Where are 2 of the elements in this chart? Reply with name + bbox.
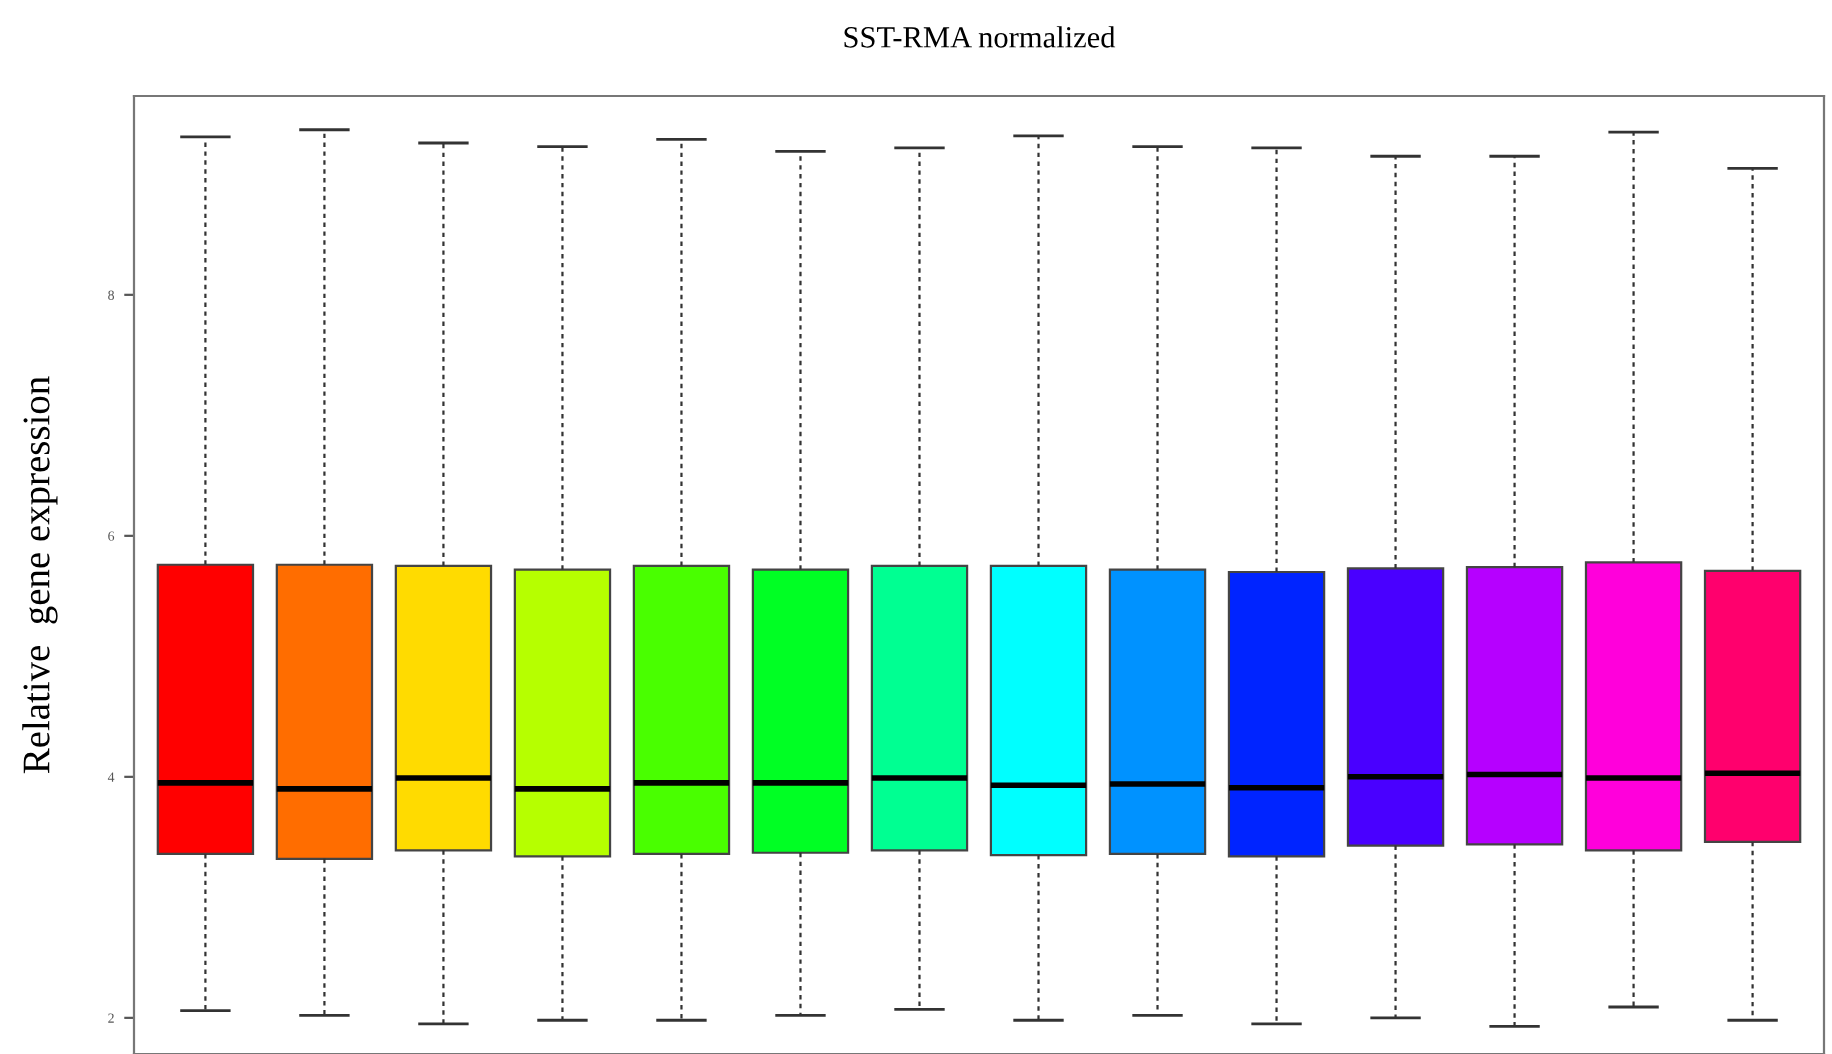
y-axis-title: Relative gene expression [22,376,58,774]
chart-title: SST-RMA normalized [844,26,1116,48]
